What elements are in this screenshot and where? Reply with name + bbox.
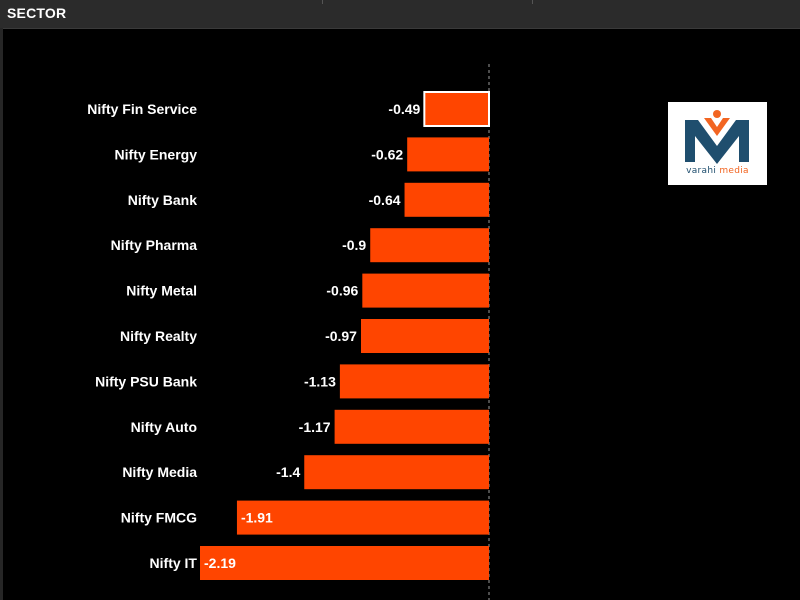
category-label: Nifty IT [150,555,198,571]
category-label: Nifty FMCG [121,510,197,526]
panel-left-border [0,28,3,600]
category-label: Nifty Energy [115,146,198,162]
bar-nifty-fin-service [423,91,490,127]
category-label: Nifty Bank [128,192,197,208]
value-label: -0.49 [388,101,420,117]
category-label: Nifty Auto [131,419,197,435]
category-label: Nifty Metal [126,283,197,299]
bar-nifty-it [200,546,489,580]
panel-title: SECTOR [7,5,67,21]
value-label: -2.19 [204,555,236,571]
bar-nifty-energy [407,137,489,172]
value-label: -0.62 [371,146,403,162]
value-label: -1.13 [304,373,336,389]
bar-nifty-media [304,455,489,490]
varahi-media-logo: varahi media [668,102,767,185]
value-label: -1.17 [299,419,331,435]
bar-nifty-fmcg [236,500,489,535]
header-divider [322,0,323,4]
bar-nifty-realty [360,319,489,353]
bar-nifty-psu-bank [339,364,489,399]
value-label: -1.4 [276,464,300,480]
logo-word-1: varahi [686,166,717,176]
panel-header: SECTOR [0,0,800,29]
header-divider [532,0,533,4]
bar-nifty-bank [404,182,489,217]
category-label: Nifty Pharma [111,237,198,253]
logo-mark-icon [685,110,749,164]
category-label: Nifty Media [122,464,197,480]
value-label: -0.64 [369,192,401,208]
value-label: -0.9 [342,237,366,253]
bar-nifty-pharma [370,228,489,263]
value-label: -0.96 [326,283,358,299]
category-label: Nifty PSU Bank [95,373,197,389]
value-label: -0.97 [325,328,357,344]
logo-word-2: media [716,166,749,176]
category-label: Nifty Fin Service [87,101,197,117]
logo-wordmark: varahi media [668,166,767,176]
bar-nifty-auto [334,409,489,444]
category-label: Nifty Realty [120,328,197,344]
bar-nifty-metal [362,273,489,308]
value-label: -1.91 [241,510,273,526]
